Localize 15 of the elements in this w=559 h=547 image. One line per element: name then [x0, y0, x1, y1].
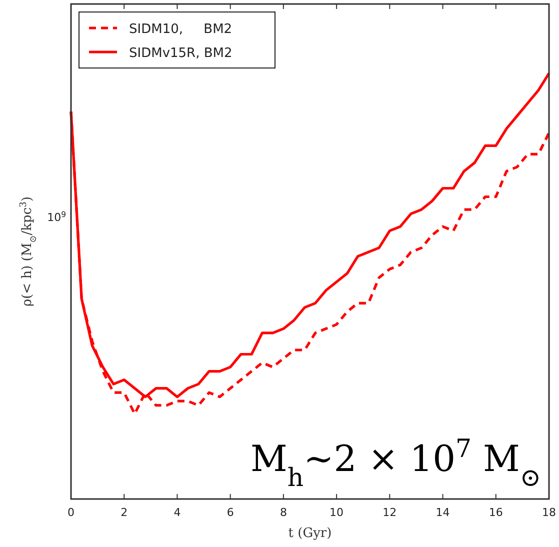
x-axis-title: t (Gyr): [288, 526, 332, 541]
text: 10$^{9}$: [47, 210, 66, 224]
x-tick-label: 0: [68, 506, 74, 519]
x-tick-label: 6: [226, 506, 234, 519]
legend-label: SIDMv15R, BM2: [129, 46, 232, 61]
x-tick-label: 10: [330, 506, 344, 519]
annotation: M$_{h}$~2 × 10$^{7}$ M$_{⊙}$: [250, 434, 541, 492]
x-tick-label: 12: [382, 506, 397, 519]
x-tick-label: 2: [120, 506, 128, 519]
x-tick-label: 16: [488, 506, 503, 519]
legend-label: SIDM10, BM2: [129, 22, 232, 37]
x-tick-label: 14: [436, 506, 450, 519]
x-tick-label: 4: [174, 506, 181, 519]
x-tick-label: 8: [280, 506, 287, 519]
x-tick-label: 18: [542, 506, 556, 519]
